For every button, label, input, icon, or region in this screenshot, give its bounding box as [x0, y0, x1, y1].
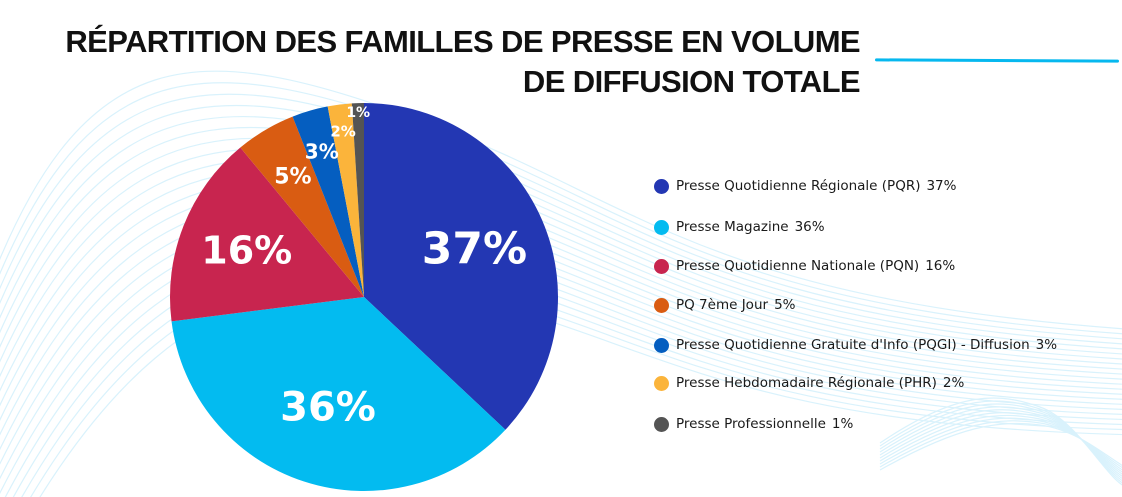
background-wave-line	[879, 400, 1122, 484]
legend-label: Presse Quotidienne Gratuite d'Info (PQGI…	[676, 337, 1030, 353]
legend-label: Presse Professionnelle	[676, 416, 826, 432]
legend-value: 2%	[942, 375, 965, 391]
legend-label: Presse Magazine	[676, 219, 789, 235]
pie-slice	[292, 106, 364, 297]
legend-item: Presse Quotidienne Nationale (PQN) 16%	[654, 256, 955, 276]
legend-item: Presse Professionnelle 1%	[654, 414, 853, 434]
background-wave-line	[879, 406, 1122, 479]
pie-slice	[364, 103, 558, 430]
legend-label: Presse Quotidienne Régionale (PQR)	[676, 178, 921, 194]
pie-data-label: 3%	[305, 140, 339, 164]
legend-value: 37%	[926, 178, 957, 194]
pie-data-label: 5%	[274, 164, 311, 189]
chart-title-line-2: DE DIFFUSION TOTALE	[522, 64, 861, 99]
legend-item: Presse Quotidienne Régionale (PQR) 37%	[654, 176, 956, 196]
legend-value: 5%	[774, 297, 796, 313]
legend-swatch-pqn	[654, 258, 669, 274]
legend-value: 36%	[794, 219, 825, 235]
background-wave-line	[879, 420, 1122, 469]
pie-data-label: 37%	[422, 224, 527, 275]
legend-value: 16%	[925, 258, 956, 274]
background-wave-line	[879, 409, 1122, 477]
legend-swatch-pq7	[654, 297, 669, 313]
legend-label: Presse Hebdomadaire Régionale (PHR)	[676, 375, 937, 391]
background-wave-line	[879, 412, 1122, 475]
pie-slice	[171, 297, 506, 491]
legend-item: PQ 7ème Jour 5%	[654, 295, 795, 315]
background-wave-line	[879, 417, 1122, 471]
background-wave-line	[879, 403, 1122, 482]
legend-label: PQ 7ème Jour	[676, 297, 769, 313]
pie-slice	[327, 103, 364, 297]
pie-data-label: 16%	[201, 229, 292, 273]
legend-swatch-pqgi	[654, 337, 669, 353]
legend-label: Presse Quotidienne Nationale (PQN)	[676, 258, 920, 274]
legend-item: Presse Hebdomadaire Régionale (PHR) 2%	[654, 373, 964, 393]
legend-swatch-magazine	[654, 219, 669, 235]
legend-swatch-pqr	[654, 178, 669, 194]
legend-value: 1%	[831, 416, 854, 432]
legend-value: 3%	[1035, 337, 1058, 353]
chart-title-line-1: RÉPARTITION DES FAMILLES DE PRESSE EN VO…	[65, 24, 860, 59]
background-wave-line	[879, 422, 1122, 471]
pie-slice	[351, 103, 364, 297]
pie-data-label: 36%	[280, 385, 376, 431]
pie-slice	[240, 116, 364, 298]
background-wave-line	[879, 414, 1122, 473]
legend-item: Presse Magazine 36%	[654, 217, 825, 237]
background-wave-line	[879, 397, 1122, 486]
legend-swatch-phr	[654, 375, 669, 391]
legend-swatch-professionnelle	[654, 416, 669, 432]
legend-item: Presse Quotidienne Gratuite d'Info (PQGI…	[654, 335, 1057, 355]
pie-data-label: 1%	[346, 105, 370, 121]
pie-slice	[170, 147, 364, 322]
pie-data-label: 2%	[330, 122, 355, 140]
